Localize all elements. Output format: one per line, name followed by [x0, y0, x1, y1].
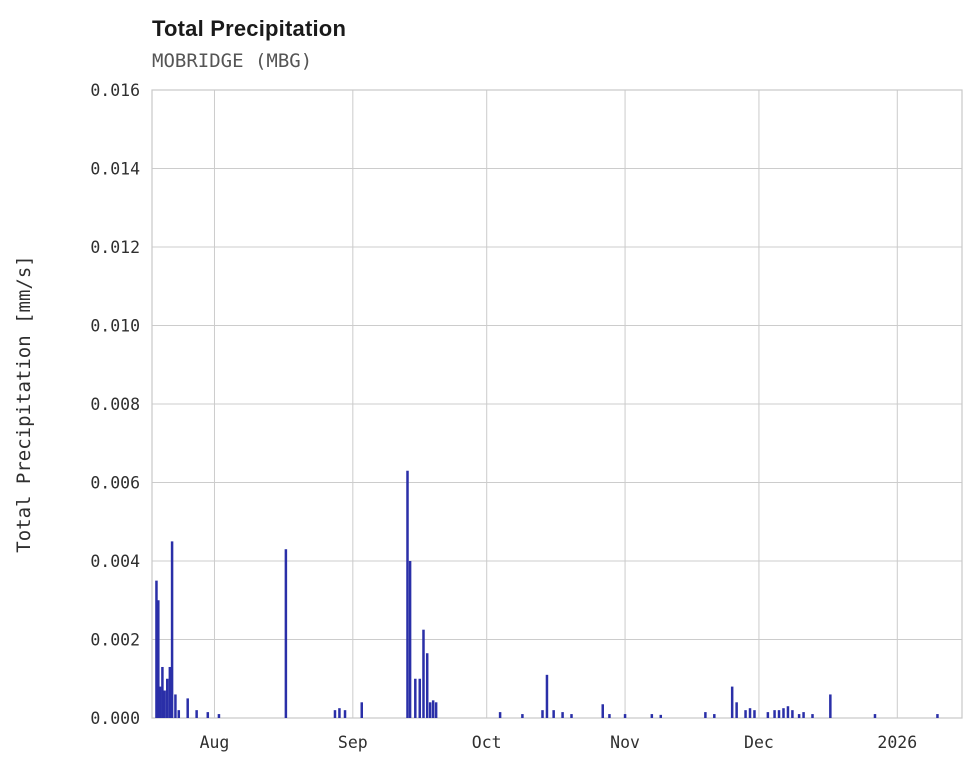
y-tick-label: 0.004 — [90, 552, 140, 571]
y-tick-label: 0.016 — [90, 81, 140, 100]
precip-bar — [408, 561, 412, 718]
precip-bar — [157, 600, 160, 718]
precip-bar — [748, 708, 752, 718]
precip-bar — [498, 712, 502, 718]
x-tick-label: Sep — [338, 733, 368, 752]
precip-bar — [936, 714, 939, 718]
precip-bar — [659, 714, 663, 718]
precip-bar — [704, 712, 707, 718]
precip-bar — [206, 712, 210, 718]
precip-bar — [217, 714, 221, 718]
precip-bar — [623, 714, 627, 718]
precip-bar — [802, 712, 805, 718]
precip-bar — [791, 710, 794, 718]
precip-bar — [541, 710, 544, 718]
precip-bar — [601, 704, 604, 718]
x-tick-label: Aug — [200, 733, 230, 752]
y-tick-label: 0.008 — [90, 395, 140, 414]
precip-bar — [521, 714, 524, 718]
precip-bar — [338, 708, 341, 718]
precip-bar — [360, 702, 363, 718]
precip-bar — [177, 710, 181, 718]
precip-bar — [811, 714, 814, 718]
precip-bar — [425, 653, 429, 718]
precip-bar — [735, 702, 738, 718]
precip-bar — [829, 694, 832, 718]
precip-bar — [428, 702, 432, 718]
precip-bar — [195, 710, 198, 718]
y-tick-label: 0.014 — [90, 160, 140, 179]
precip-bar — [797, 714, 801, 718]
chart-subtitle: MOBRIDGE (MBG) — [152, 50, 313, 72]
y-tick-label: 0.000 — [90, 709, 140, 728]
precip-bar — [561, 712, 564, 718]
precip-bar — [284, 549, 288, 718]
precip-bar — [730, 686, 734, 718]
precip-bar — [434, 702, 438, 718]
precip-bar — [744, 710, 747, 718]
x-tick-label: Nov — [610, 733, 640, 752]
x-tick-label: 2026 — [877, 733, 917, 752]
y-tick-label: 0.010 — [90, 317, 140, 336]
precip-bar — [608, 714, 611, 718]
precip-bar — [170, 541, 174, 719]
y-tick-label: 0.012 — [90, 238, 140, 257]
chart-title: Total Precipitation — [152, 16, 347, 41]
precip-bar — [174, 694, 177, 718]
precip-bar — [570, 714, 573, 718]
precip-bar — [406, 470, 409, 718]
precip-bar — [333, 710, 337, 718]
precip-bar — [418, 678, 422, 718]
precip-bar — [155, 580, 158, 719]
y-axis-label: Total Precipitation [mm/s] — [13, 255, 35, 552]
precip-bar — [650, 714, 654, 718]
y-tick-label: 0.006 — [90, 474, 140, 493]
y-tick-label: 0.002 — [90, 631, 140, 650]
precip-bar — [343, 710, 347, 718]
precip-bar — [545, 674, 549, 718]
precip-bar — [753, 710, 756, 718]
precip-bar — [773, 710, 776, 718]
precip-bar — [777, 710, 781, 718]
precip-bar — [414, 678, 417, 718]
precip-bar — [431, 700, 435, 718]
precip-bar — [168, 666, 172, 718]
precip-bar — [552, 710, 555, 718]
plot-border — [151, 89, 963, 719]
precip-bar — [713, 714, 716, 718]
precip-bar — [786, 706, 790, 718]
precip-bar — [163, 690, 166, 718]
precip-bar — [766, 712, 770, 718]
precip-bar — [186, 698, 189, 719]
precip-bar — [873, 714, 877, 718]
precip-bar — [782, 708, 785, 718]
precip-bar — [166, 678, 169, 718]
precip-bar — [422, 629, 425, 718]
precip-bar — [161, 666, 164, 718]
x-tick-label: Oct — [472, 733, 502, 752]
precip-bar — [158, 686, 162, 718]
x-tick-label: Dec — [744, 733, 774, 752]
